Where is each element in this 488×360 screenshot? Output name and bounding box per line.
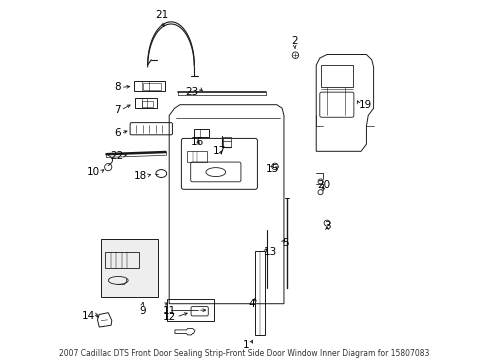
Text: 17: 17 [212,145,225,156]
Text: 10: 10 [87,167,100,177]
Text: 16: 16 [190,137,203,147]
Bar [167,299,214,320]
Bar [134,81,164,91]
Text: 2: 2 [291,36,297,45]
Text: 14: 14 [81,311,94,320]
Bar [142,101,153,107]
Bar [101,239,158,297]
Text: 15: 15 [265,163,278,174]
Text: 5: 5 [282,238,288,248]
Bar [320,65,352,87]
Text: 8: 8 [114,82,121,93]
Text: 4: 4 [248,299,255,309]
Text: 22: 22 [110,150,123,161]
Bar [105,252,139,268]
Text: 20: 20 [316,180,329,190]
Text: 1: 1 [243,340,249,350]
Bar [194,129,209,137]
Text: 6: 6 [114,129,121,138]
Text: 23: 23 [185,87,198,98]
Bar [254,251,264,335]
Text: 12: 12 [163,312,176,322]
Text: 7: 7 [114,105,121,115]
Bar [187,151,206,162]
Text: 19: 19 [359,100,372,110]
Text: 2007 Cadillac DTS Front Door Sealing Strip-Front Side Door Window Inner Diagram : 2007 Cadillac DTS Front Door Sealing Str… [59,348,429,357]
Text: 13: 13 [264,247,277,257]
Text: 9: 9 [139,306,145,315]
Bar [143,83,161,90]
Text: 21: 21 [155,10,168,21]
Text: 3: 3 [323,221,329,231]
Text: 11: 11 [163,306,176,315]
Bar [135,98,156,108]
Bar [223,137,230,147]
Text: 18: 18 [133,171,147,181]
